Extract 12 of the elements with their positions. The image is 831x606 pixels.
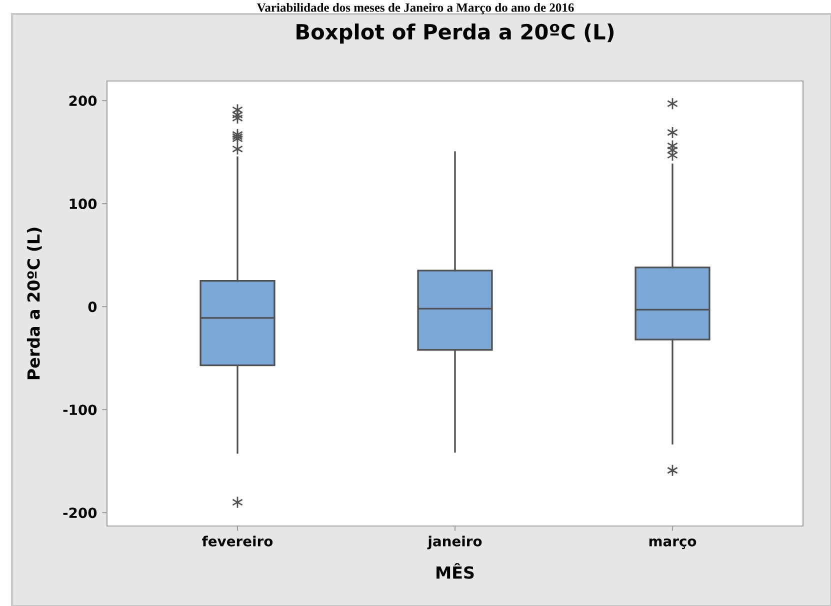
x-tick-label: março (649, 538, 696, 549)
chart-title: Boxplot of Perda a 20ºC (L) (296, 24, 614, 44)
y-tick-label: -200 (63, 508, 97, 518)
y-axis-title: Perda a 20ºC (L) (26, 228, 42, 380)
x-axis-title: MÊS (436, 563, 474, 579)
x-tick-label: janeiro (427, 536, 482, 550)
y-tick-label: 0 (88, 302, 97, 312)
y-tick-label: -100 (63, 404, 97, 416)
text: Variabilidade dos meses de Janeiro a Março do ano de 2016 (256, 3, 574, 14)
y-tick-label: 200 (69, 96, 97, 106)
y-tick-label: 100 (70, 198, 97, 210)
x-tick-label: fevereiro (202, 536, 273, 546)
